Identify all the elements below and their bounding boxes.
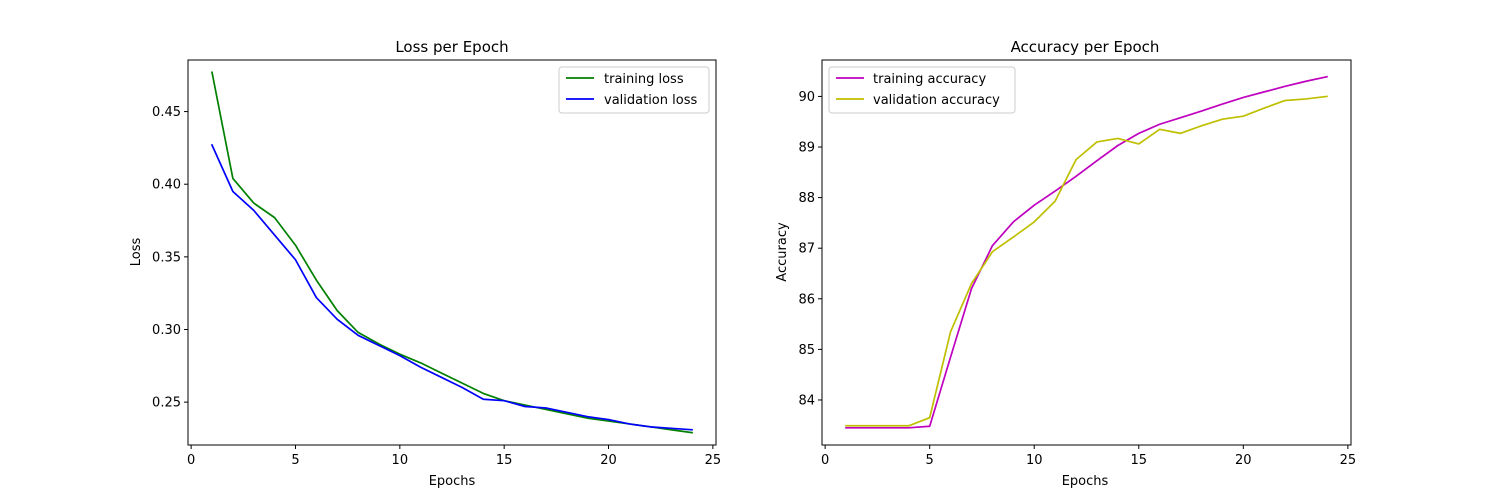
accuracy-legend-label-training: training accuracy [873,72,986,87]
accuracy-ytick-label: 87 [798,242,815,257]
accuracy-series-line-training [845,75,1328,429]
accuracy-series-line-validation [845,95,1328,427]
loss-series-line-training [211,71,693,434]
accuracy-chart-title: Accuracy per Epoch [1011,38,1160,56]
loss-plot-area: 0 5 10 15 20 25 0.25 0.30 0.35 0.40 0.45 [152,71,722,468]
loss-legend: training loss validation loss [558,66,710,114]
loss-xlabel: Epochs [429,474,476,489]
accuracy-plot-area: 0 5 10 15 20 25 84 85 86 87 88 89 90 [798,75,1357,468]
accuracy-ytick-label: 90 [798,90,815,105]
loss-ytick-label: 0.35 [152,250,181,265]
loss-ytick-label: 0.40 [152,178,181,193]
loss-xtick-label: 0 [187,453,195,468]
loss-chart: Loss per Epoch 0 5 10 15 20 25 0.25 0.30 0.35 0.4… [129,38,721,489]
accuracy-ytick-label: 89 [798,141,815,156]
accuracy-xtick-label: 15 [1130,453,1147,468]
accuracy-legend: training accuracy validation accuracy [828,66,1016,114]
accuracy-xtick-label: 0 [821,453,829,468]
accuracy-xtick-label: 20 [1235,453,1252,468]
loss-legend-label-training: training loss [604,72,684,87]
loss-xtick-label: 15 [496,453,513,468]
accuracy-legend-box [828,66,1016,114]
accuracy-ytick-label: 84 [798,393,815,408]
accuracy-xtick-label: 5 [926,453,934,468]
accuracy-chart: Accuracy per Epoch 0 5 10 15 20 25 84 85 86 87 88 8… [775,38,1356,489]
loss-legend-box [558,66,710,114]
loss-axes-frame [187,59,717,446]
accuracy-ytick-label: 88 [798,191,815,206]
loss-xtick-label: 20 [600,453,617,468]
loss-xtick-label: 10 [392,453,409,468]
accuracy-xlabel: Epochs [1062,474,1109,489]
loss-xtick-label: 5 [291,453,299,468]
accuracy-ytick-label: 86 [798,292,815,307]
accuracy-axes-frame [821,59,1352,446]
loss-series-line-validation [210,143,693,431]
loss-ytick-label: 0.25 [152,396,181,411]
accuracy-xtick-label: 10 [1026,453,1043,468]
accuracy-ytick-label: 85 [798,343,815,358]
accuracy-legend-label-validation: validation accuracy [873,93,1000,108]
accuracy-xtick-label: 25 [1340,453,1357,468]
loss-ylabel: Loss [129,238,144,267]
loss-ytick-label: 0.30 [152,323,181,338]
loss-ytick-label: 0.45 [152,105,181,120]
loss-legend-label-validation: validation loss [604,93,697,108]
loss-chart-title: Loss per Epoch [395,38,508,56]
accuracy-ylabel: Accuracy [775,222,790,282]
loss-xtick-label: 25 [705,453,722,468]
